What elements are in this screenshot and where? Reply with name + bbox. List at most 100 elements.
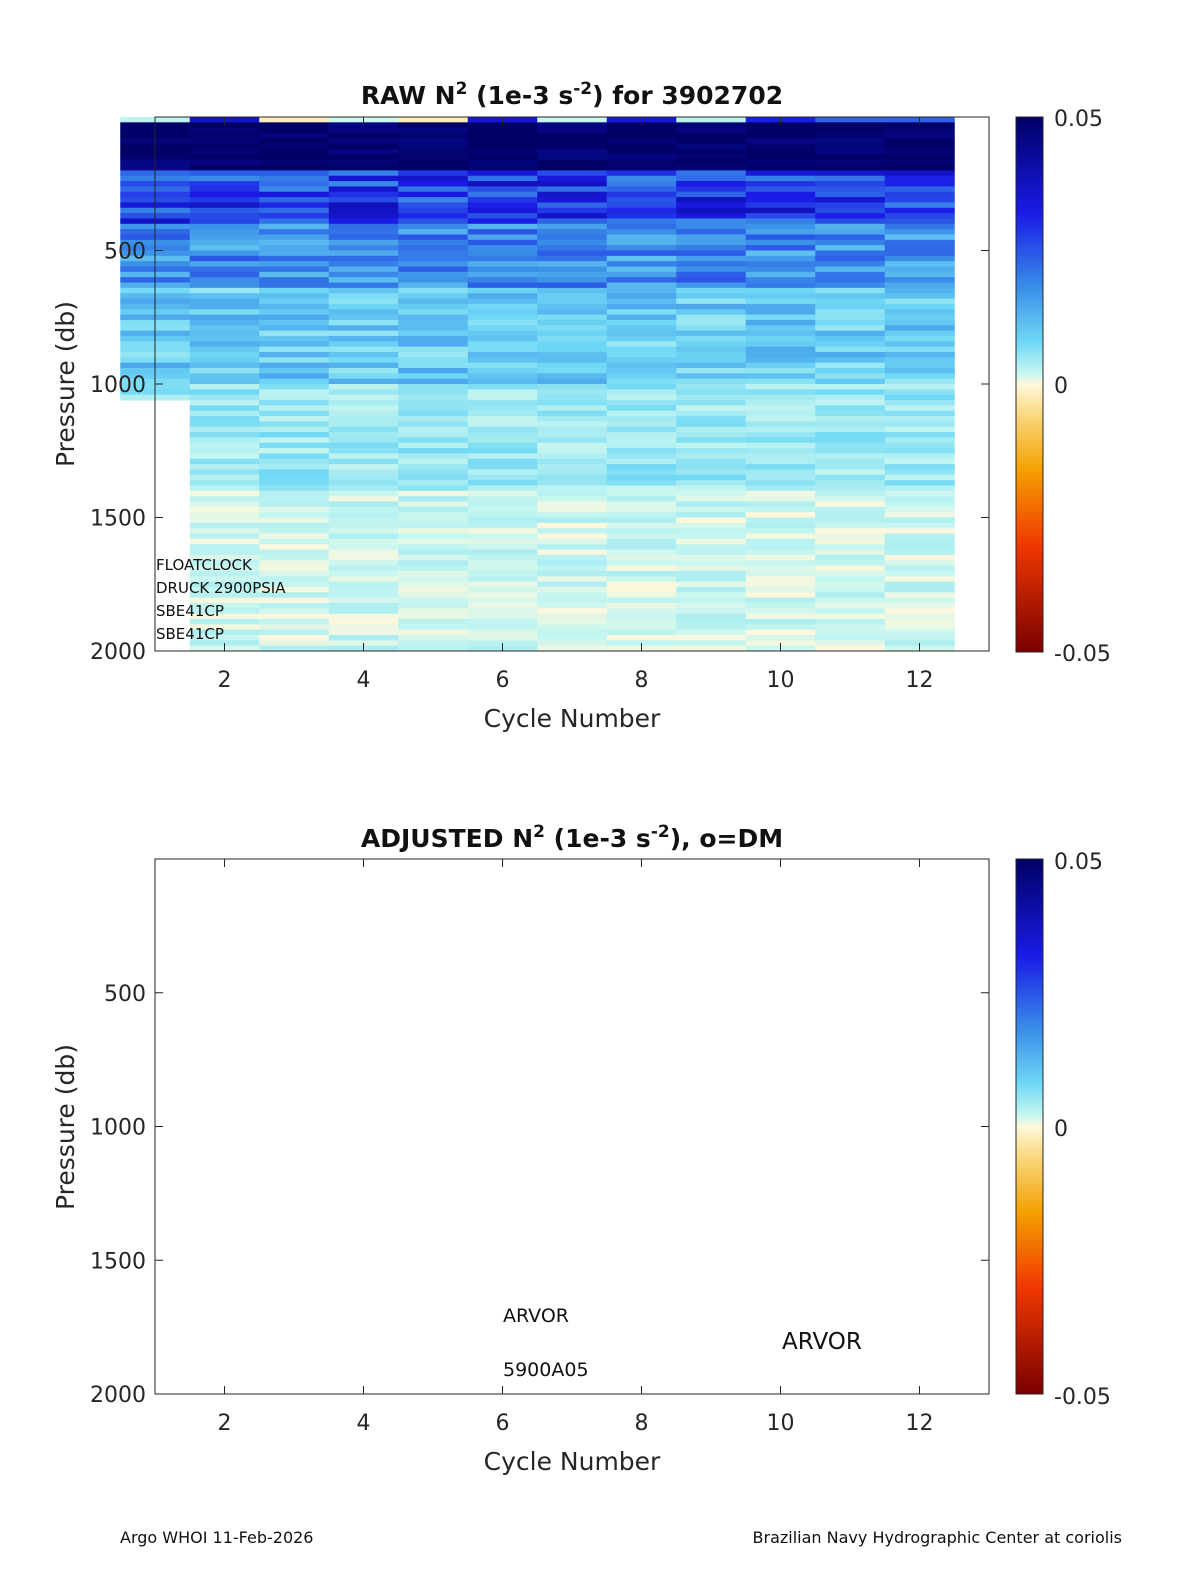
heatmap-cell	[537, 576, 608, 583]
heatmap-cell	[467, 384, 538, 390]
heatmap-cell	[328, 602, 399, 609]
heatmap-cell	[467, 239, 538, 246]
heatmap-cell	[467, 496, 538, 502]
heatmap-cell	[537, 485, 608, 492]
heatmap-cell	[815, 138, 886, 145]
heatmap-cell	[189, 421, 260, 428]
heatmap-cell	[398, 346, 469, 353]
heatmap-cell	[884, 319, 955, 326]
heatmap-cell	[398, 490, 469, 497]
heatmap-cell	[606, 314, 677, 321]
heatmap-cell	[884, 362, 955, 369]
heatmap-cell	[537, 117, 608, 123]
heatmap-cell	[676, 159, 747, 166]
heatmap-cell	[884, 314, 955, 321]
heatmap-cell	[676, 592, 747, 599]
heatmap-cell	[745, 522, 816, 529]
raw-y-tick-label: 1000	[90, 373, 146, 398]
heatmap-cell	[745, 565, 816, 572]
heatmap-cell	[537, 357, 608, 364]
heatmap-cell	[745, 181, 816, 187]
heatmap-cell	[884, 416, 955, 422]
heatmap-cell	[606, 432, 677, 438]
heatmap-cell	[189, 405, 260, 412]
heatmap-cell	[537, 239, 608, 246]
heatmap-cell	[189, 474, 260, 481]
heatmap-cell	[189, 517, 260, 524]
heatmap-cell	[745, 485, 816, 492]
heatmap-cell	[745, 512, 816, 518]
heatmap-cell	[259, 432, 330, 438]
heatmap-cell	[328, 517, 399, 524]
heatmap-cell	[467, 367, 538, 374]
heatmap-cell	[884, 624, 955, 631]
heatmap-cell	[398, 634, 469, 641]
heatmap-cell	[745, 367, 816, 374]
heatmap-cell	[676, 191, 747, 198]
heatmap-cell	[676, 437, 747, 444]
heatmap-cell	[467, 544, 538, 551]
heatmap-cell	[815, 143, 886, 150]
heatmap-cell	[884, 298, 955, 305]
heatmap-cell	[467, 165, 538, 171]
heatmap-cell	[884, 522, 955, 529]
heatmap-cell	[745, 533, 816, 540]
heatmap-cell	[606, 448, 677, 454]
heatmap-cell	[745, 602, 816, 609]
heatmap-cell	[398, 266, 469, 273]
heatmap-cell	[676, 143, 747, 150]
heatmap-cell	[745, 544, 816, 551]
heatmap-cell	[328, 570, 399, 577]
heatmap-cell	[398, 410, 469, 417]
heatmap-cell	[259, 165, 330, 171]
heatmap-cell	[745, 202, 816, 209]
adjusted-x-tick-label: 12	[906, 1411, 934, 1436]
heatmap-cell	[467, 282, 538, 289]
heatmap-cell	[398, 367, 469, 374]
heatmap-cell	[189, 426, 260, 433]
heatmap-cell	[189, 165, 260, 171]
heatmap-cell	[189, 608, 260, 615]
heatmap-cell	[259, 127, 330, 134]
heatmap-cell	[189, 239, 260, 246]
heatmap-cell	[467, 175, 538, 182]
heatmap-cell	[815, 474, 886, 481]
heatmap-cell	[259, 645, 330, 652]
heatmap-cell	[398, 613, 469, 620]
heatmap-cell	[259, 149, 330, 155]
heatmap-cell	[259, 634, 330, 641]
heatmap-cell	[467, 432, 538, 438]
heatmap-cell	[884, 629, 955, 636]
heatmap-cell	[398, 229, 469, 235]
heatmap-cell	[189, 586, 260, 593]
heatmap-cell	[815, 271, 886, 278]
heatmap-cell	[815, 207, 886, 214]
adjusted-x-ticks: 2 4 6 8 10 12	[218, 859, 934, 1436]
heatmap-cell	[398, 645, 469, 652]
heatmap-cell	[328, 255, 399, 262]
heatmap-cell	[189, 480, 260, 486]
heatmap-cell	[259, 586, 330, 593]
heatmap-cell	[606, 522, 677, 529]
heatmap-cell	[815, 282, 886, 289]
heatmap-cell	[606, 469, 677, 476]
heatmap-cell	[259, 325, 330, 332]
heatmap-cell	[537, 421, 608, 428]
heatmap-cell	[398, 287, 469, 294]
heatmap-cell	[537, 560, 608, 567]
heatmap-cell	[537, 581, 608, 588]
heatmap-cell	[745, 319, 816, 326]
heatmap-cell	[537, 554, 608, 561]
heatmap-cell	[398, 426, 469, 433]
heatmap-cell	[537, 640, 608, 647]
heatmap-cell	[745, 303, 816, 310]
heatmap-cell	[398, 170, 469, 177]
heatmap-cell	[537, 341, 608, 348]
heatmap-cell	[467, 197, 538, 203]
heatmap-cell	[259, 570, 330, 577]
heatmap-cell	[328, 421, 399, 428]
heatmap-cell	[259, 271, 330, 278]
heatmap-cell	[537, 229, 608, 235]
heatmap-cell	[189, 138, 260, 145]
heatmap-cell	[676, 287, 747, 294]
